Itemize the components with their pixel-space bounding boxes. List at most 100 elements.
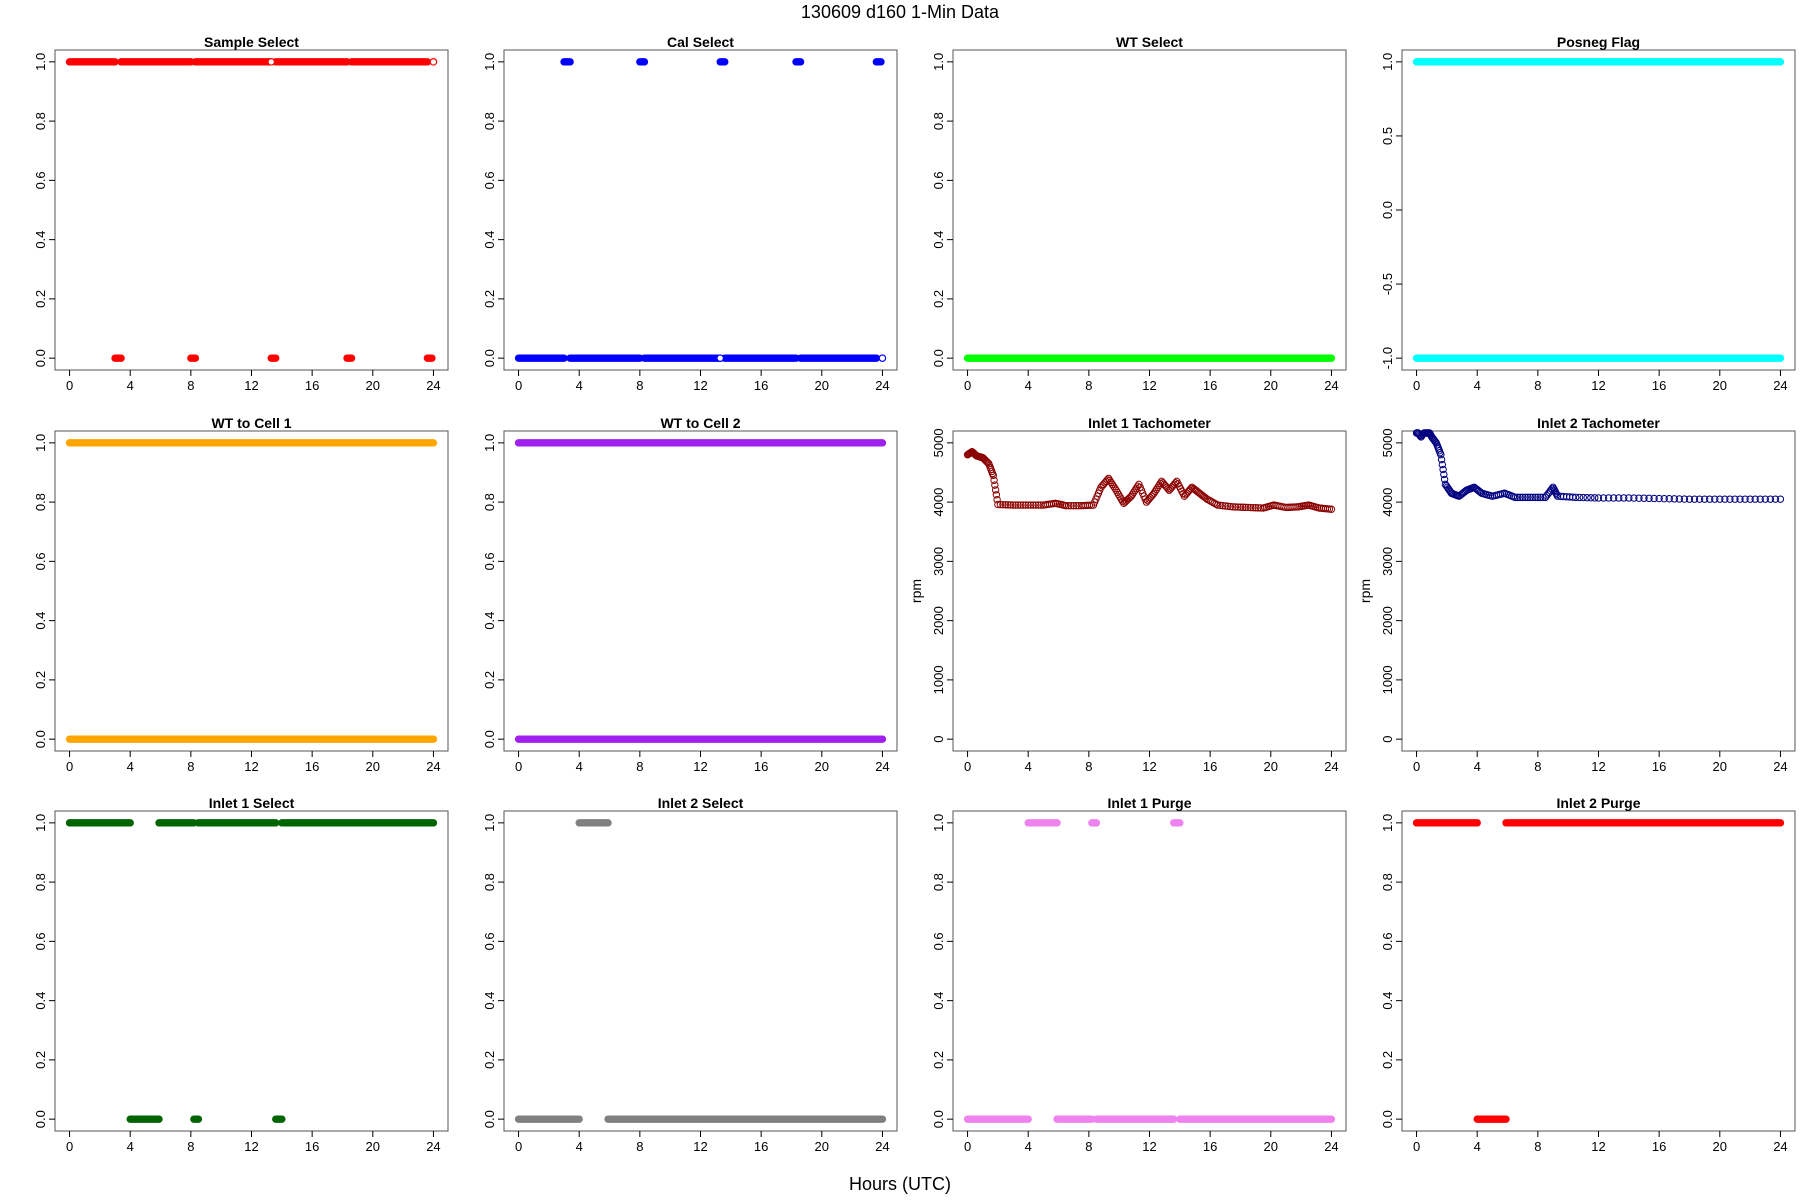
panel-title: Inlet 1 Tachometer — [1088, 415, 1211, 431]
y-tick-label: 2000 — [931, 606, 946, 635]
y-tick-label: 1.0 — [33, 53, 48, 71]
data-point — [1599, 494, 1608, 502]
y-tick-label: 5000 — [1380, 428, 1395, 457]
data-point — [716, 354, 725, 362]
x-tick-label: 0 — [1413, 759, 1420, 774]
data-point — [429, 58, 438, 66]
x-tick-label: 20 — [815, 1139, 829, 1154]
x-tick-label: 12 — [693, 378, 707, 393]
data-point — [1226, 502, 1235, 511]
plot-frame — [952, 430, 1347, 752]
data-point — [993, 495, 1001, 504]
data-series — [514, 439, 887, 743]
x-tick-label: 8 — [1534, 1139, 1541, 1154]
data-point — [1024, 501, 1032, 509]
data-point — [1521, 493, 1529, 502]
y-axis: 0 1000 2000 3000 4000 5000 rpm — [1357, 428, 1402, 743]
y-tick-label: 0.6 — [482, 171, 497, 189]
y-tick-label: 0.0 — [482, 1110, 497, 1128]
x-tick-label: 20 — [1264, 378, 1278, 393]
data-series — [514, 819, 887, 1123]
data-series — [963, 448, 1336, 513]
x-tick-label: 8 — [636, 759, 643, 774]
plot-frame — [1401, 49, 1796, 371]
data-point — [1746, 495, 1754, 503]
x-tick-label: 0 — [1413, 378, 1420, 393]
data-point — [1756, 495, 1764, 503]
x-tick-label: 0 — [515, 759, 522, 774]
data-point — [1716, 495, 1724, 503]
data-point — [1249, 503, 1257, 512]
y-axis: 0.0 0.2 0.4 0.6 0.8 1.0 — [482, 53, 504, 367]
y-tick-label: -1.0 — [1380, 347, 1395, 369]
y-tick-label: 1.0 — [33, 434, 48, 452]
data-point — [1761, 495, 1769, 503]
panel-0: Sample Select 0 4 8 12 16 20 24 0.0 0.2 0.4 0.6 0.8 1… — [33, 34, 449, 393]
data-point — [1241, 503, 1250, 512]
data-point — [1751, 495, 1759, 503]
panel-10: Inlet 1 Purge 0 4 8 12 16 20 24 0.0 0.2 0.4 0.6 0.8 1… — [931, 795, 1347, 1154]
data-point — [1132, 484, 1141, 492]
data-point — [996, 500, 1005, 509]
data-point — [1212, 500, 1220, 508]
x-tick-label: 12 — [244, 378, 258, 393]
data-point — [1125, 494, 1133, 503]
y-tick-label: 1.0 — [931, 53, 946, 71]
data-point — [1587, 494, 1595, 502]
data-point — [1513, 493, 1522, 502]
x-tick-label: 24 — [426, 1139, 440, 1154]
x-tick-label: 4 — [576, 759, 583, 774]
data-point — [1234, 503, 1242, 511]
x-tick-label: 24 — [1324, 378, 1338, 393]
y-tick-label: 1000 — [931, 665, 946, 694]
x-tick-label: 24 — [426, 378, 440, 393]
x-tick-label: 12 — [244, 1139, 258, 1154]
data-point — [1006, 501, 1015, 509]
y-tick-label: 1.0 — [482, 814, 497, 832]
data-point — [1531, 493, 1540, 502]
data-point — [1085, 501, 1094, 509]
panel-title: Inlet 2 Purge — [1556, 795, 1640, 811]
data-point — [1011, 501, 1020, 509]
y-tick-label: 0.8 — [33, 112, 48, 130]
y-tick-label: 0.8 — [33, 873, 48, 891]
data-series — [65, 58, 438, 362]
data-point — [1615, 494, 1623, 502]
data-point — [1726, 495, 1734, 503]
data-series — [1412, 58, 1785, 362]
x-tick-label: 24 — [875, 1139, 889, 1154]
x-tick-label: 4 — [1025, 378, 1032, 393]
panel-2: WT Select 0 4 8 12 16 20 24 0.0 0.2 0.4 0.6 0.8 1.0 — [931, 34, 1347, 393]
x-tick-label: 16 — [305, 378, 319, 393]
data-point — [1224, 502, 1232, 510]
y-axis: -1.0 -0.5 0.0 0.5 1.0 — [1380, 53, 1402, 369]
panel-title: Inlet 2 Tachometer — [1537, 415, 1660, 431]
data-point — [1609, 494, 1618, 502]
plot-frame — [54, 810, 449, 1132]
x-tick-label: 16 — [1203, 378, 1217, 393]
y-tick-label: 0.8 — [931, 873, 946, 891]
x-tick-label: 0 — [66, 378, 73, 393]
data-point — [1290, 503, 1298, 511]
x-tick-label: 4 — [1474, 1139, 1481, 1154]
panel-3: Posneg Flag 0 4 8 12 16 20 24 -1.0 -0.5 0.0 0.5 1.0 — [1380, 34, 1796, 393]
y-axis: 0.0 0.2 0.4 0.6 0.8 1.0 — [482, 434, 504, 748]
data-point — [992, 491, 1001, 499]
x-tick-label: 16 — [1652, 1139, 1666, 1154]
data-point — [1771, 495, 1780, 503]
data-point — [1572, 493, 1580, 502]
data-point — [1107, 478, 1115, 487]
x-tick-label: 12 — [693, 759, 707, 774]
y-tick-label: 0.0 — [1380, 201, 1395, 219]
x-tick-label: 12 — [1591, 1139, 1605, 1154]
x-tick-label: 12 — [1591, 378, 1605, 393]
x-axis: 0 4 8 12 16 20 24 — [964, 370, 1339, 393]
y-tick-label: 0.4 — [482, 231, 497, 249]
panel-title: WT to Cell 2 — [660, 415, 740, 431]
plot-frame — [503, 49, 898, 371]
data-point — [1431, 437, 1439, 445]
x-tick-label: 12 — [1142, 378, 1156, 393]
plot-frame — [54, 430, 449, 752]
x-tick-label: 4 — [127, 378, 134, 393]
x-tick-label: 12 — [244, 759, 258, 774]
